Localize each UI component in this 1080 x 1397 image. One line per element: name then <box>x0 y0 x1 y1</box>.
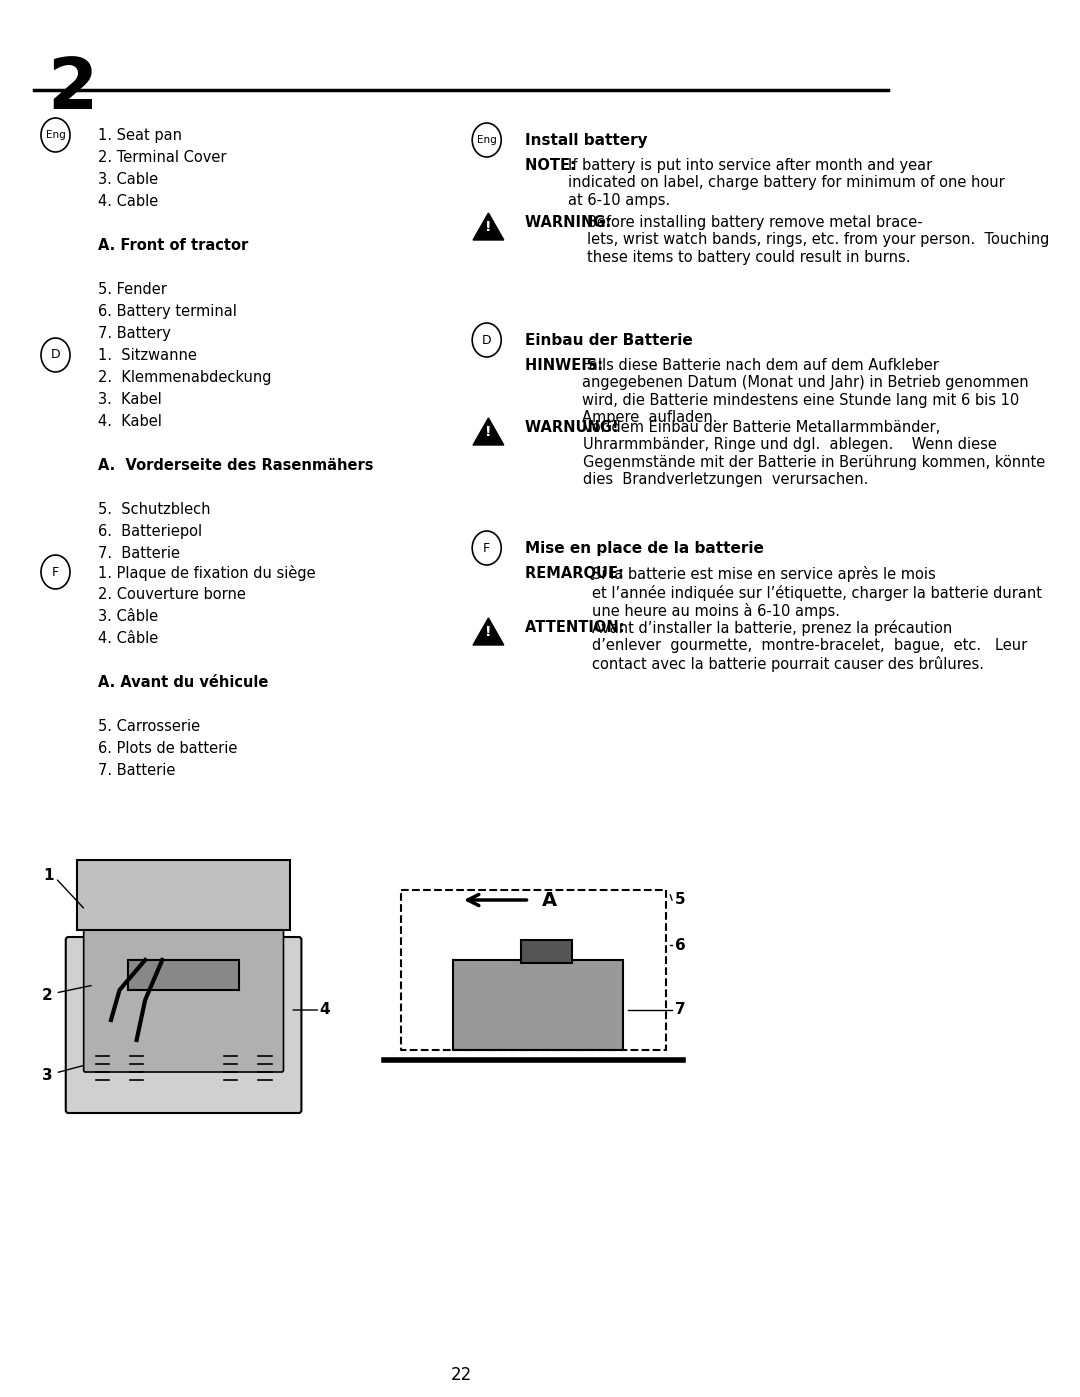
Text: 6. Battery terminal: 6. Battery terminal <box>98 305 238 319</box>
Text: D: D <box>482 334 491 346</box>
Text: 6. Plots de batterie: 6. Plots de batterie <box>98 740 238 756</box>
Text: 3. Câble: 3. Câble <box>98 609 159 624</box>
Text: Install battery: Install battery <box>525 133 648 148</box>
Bar <box>77 861 291 930</box>
Polygon shape <box>473 418 503 446</box>
Text: If battery is put into service after month and year
indicated on label, charge b: If battery is put into service after mon… <box>568 158 1004 208</box>
Text: 3.  Kabel: 3. Kabel <box>98 393 162 407</box>
Text: WARNING:: WARNING: <box>525 215 622 231</box>
Text: 4. Cable: 4. Cable <box>98 194 159 210</box>
Text: A. Avant du véhicule: A. Avant du véhicule <box>98 675 269 690</box>
Text: 5. Carrosserie: 5. Carrosserie <box>98 719 200 733</box>
Text: 1.  Sitzwanne: 1. Sitzwanne <box>98 348 197 363</box>
Text: !: ! <box>485 624 491 638</box>
Text: WARNUNG!: WARNUNG! <box>525 420 629 434</box>
Text: 1. Plaque de fixation du siège: 1. Plaque de fixation du siège <box>98 564 315 581</box>
Text: 2.  Klemmenabdeckung: 2. Klemmenabdeckung <box>98 370 272 386</box>
Text: 1. Seat pan: 1. Seat pan <box>98 129 183 142</box>
Text: Mise en place de la batterie: Mise en place de la batterie <box>525 541 764 556</box>
Text: 5.  Schutzblech: 5. Schutzblech <box>98 502 211 517</box>
Text: 22: 22 <box>450 1366 472 1384</box>
Text: A: A <box>542 890 557 909</box>
Text: 6.  Batteriepol: 6. Batteriepol <box>98 524 202 539</box>
Text: 3: 3 <box>42 1067 52 1083</box>
Text: Si la batterie est mise en service après le mois
et l’année indiquée sur l’étiqu: Si la batterie est mise en service après… <box>592 566 1042 619</box>
Text: !: ! <box>485 425 491 439</box>
Text: A.  Vorderseite des Rasenmähers: A. Vorderseite des Rasenmähers <box>98 458 374 474</box>
Text: F: F <box>483 542 490 555</box>
Text: 3. Cable: 3. Cable <box>98 172 159 187</box>
Text: HINWEIS:: HINWEIS: <box>525 358 613 373</box>
Bar <box>453 960 623 1051</box>
Text: D: D <box>51 348 60 362</box>
Text: Eng: Eng <box>477 136 497 145</box>
Text: 5. Fender: 5. Fender <box>98 282 167 298</box>
Bar <box>129 960 239 990</box>
Text: ATTENTION:: ATTENTION: <box>525 620 635 636</box>
Text: 2: 2 <box>46 54 97 124</box>
Text: 1: 1 <box>43 868 54 883</box>
Text: Eng: Eng <box>45 130 66 140</box>
Text: 7. Battery: 7. Battery <box>98 326 171 341</box>
Text: 7. Batterie: 7. Batterie <box>98 763 176 778</box>
Text: F: F <box>52 566 59 578</box>
Text: !: ! <box>485 219 491 235</box>
Text: 2. Couverture borne: 2. Couverture borne <box>98 587 246 602</box>
FancyBboxPatch shape <box>83 918 283 1071</box>
Polygon shape <box>473 212 503 240</box>
FancyBboxPatch shape <box>66 937 301 1113</box>
Text: REMARQUE:: REMARQUE: <box>525 566 634 581</box>
Bar <box>521 940 572 963</box>
Text: 5: 5 <box>675 893 685 908</box>
Text: NOTE:: NOTE: <box>525 158 586 173</box>
Text: 4.  Kabel: 4. Kabel <box>98 414 162 429</box>
Text: Avant d’installer la batterie, prenez la précaution
d’enlever  gourmette,  montr: Avant d’installer la batterie, prenez la… <box>592 620 1027 672</box>
Text: Before installing battery remove metal brace-
lets, wrist watch bands, rings, et: Before installing battery remove metal b… <box>586 215 1049 265</box>
Text: 4: 4 <box>320 1003 329 1017</box>
Text: 7.  Batterie: 7. Batterie <box>98 546 180 562</box>
Polygon shape <box>473 617 503 645</box>
Text: 2: 2 <box>42 988 52 1003</box>
Text: 6: 6 <box>675 937 686 953</box>
Text: 2. Terminal Cover: 2. Terminal Cover <box>98 149 227 165</box>
Text: 4. Câble: 4. Câble <box>98 631 159 645</box>
Text: Falls diese Batterie nach dem auf dem Aufkleber
angegebenen Datum (Monat und Jah: Falls diese Batterie nach dem auf dem Au… <box>582 358 1029 425</box>
Text: A. Front of tractor: A. Front of tractor <box>98 237 248 253</box>
Text: Vor dem Einbau der Batterie Metallarmmbänder,
Uhrarmmbänder, Ringe und dgl.  abl: Vor dem Einbau der Batterie Metallarmmbä… <box>583 420 1045 488</box>
Text: 7: 7 <box>675 1003 685 1017</box>
Text: Einbau der Batterie: Einbau der Batterie <box>525 332 693 348</box>
